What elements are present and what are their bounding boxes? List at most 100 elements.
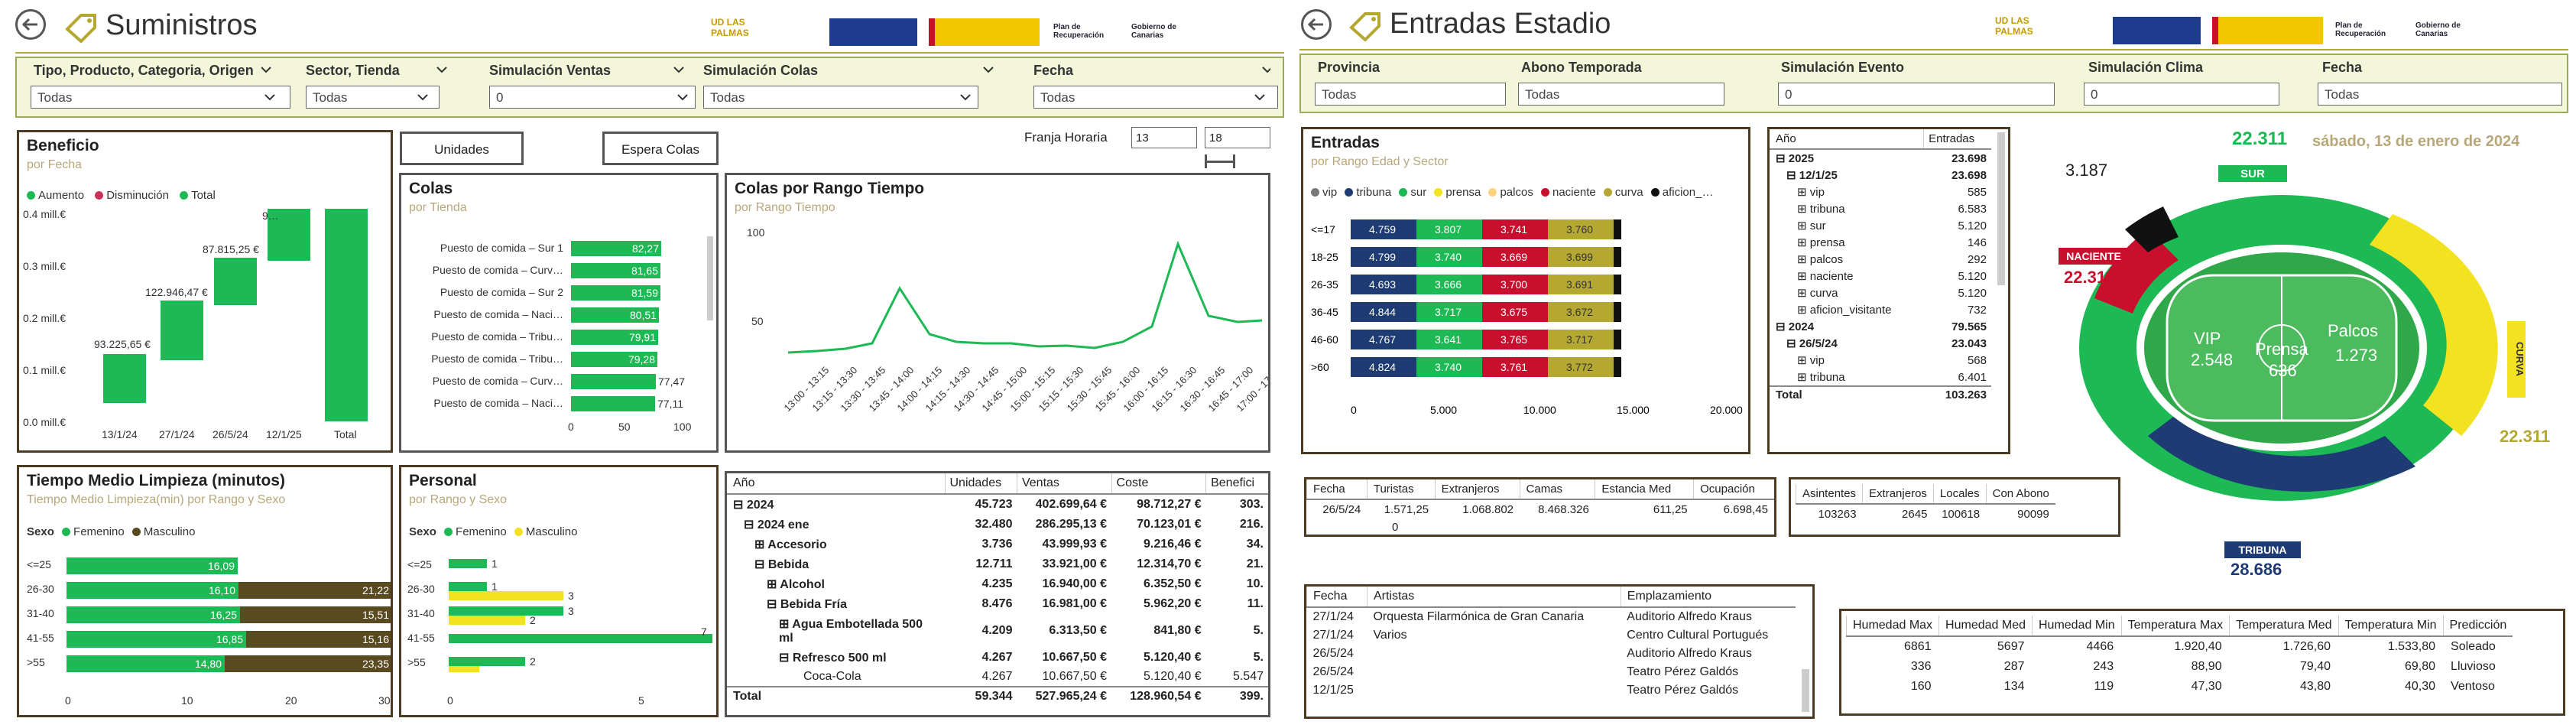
table-row[interactable]: 27/1/24 Orquesta Filarmónica de Gran Cana…: [1307, 607, 1796, 626]
column-header[interactable]: Artistas: [1366, 587, 1621, 607]
tree-row[interactable]: ⊟ 2024 79.565: [1770, 318, 1991, 335]
table-row[interactable]: ⊞ Agua Embotellada 500 ml 4.209 6.313,50 €…: [727, 614, 1268, 648]
filter-select-sim-ventas[interactable]: 0: [489, 86, 696, 109]
espera-colas-button[interactable]: Espera Colas: [602, 132, 719, 165]
tree-row[interactable]: ⊞ aficion_visitante 732: [1770, 301, 1991, 318]
tree-row[interactable]: ⊞ tribuna 6.401: [1770, 369, 1991, 386]
column-header[interactable]: Predicción: [2442, 616, 2513, 636]
sector-tribuna-label[interactable]: TRIBUNA: [2224, 541, 2301, 558]
column-header[interactable]: Año: [733, 476, 755, 489]
column-header[interactable]: Fecha: [1306, 479, 1367, 499]
table-row[interactable]: ⊟ Bebida 12.711 33.921,00 € 12.314,70 € 21.: [727, 554, 1268, 574]
column-header[interactable]: Estancia Med: [1595, 479, 1694, 499]
column-header[interactable]: Temperatura Min: [2338, 616, 2444, 636]
column-header[interactable]: Ventas: [1016, 473, 1112, 494]
tree-row[interactable]: ⊞ sur 5.120: [1770, 217, 1991, 234]
column-header[interactable]: Extranjeros: [1434, 479, 1520, 499]
cell: 23.698: [1951, 168, 1987, 182]
cell: 43.999,93 €: [1042, 538, 1108, 551]
filter-select-product[interactable]: Todas: [31, 86, 290, 109]
table-row[interactable]: ⊞ Alcohol 4.235 16.940,00 € 6.352,50 € 10.: [727, 574, 1268, 594]
category-label: Puesto de comida – Curv…: [433, 264, 563, 276]
table-row[interactable]: ⊟ Refresco 500 ml 4.267 10.667,50 € 5.120,4…: [727, 648, 1268, 668]
arrow-left-icon: [1307, 18, 1323, 31]
filter-select-sim-colas[interactable]: Todas: [703, 86, 978, 109]
filter-select-provincia[interactable]: Todas: [1315, 83, 1506, 106]
column-header[interactable]: Humedad Med: [1938, 616, 2033, 636]
tree-row[interactable]: ⊞ curva 5.120: [1770, 284, 1991, 301]
range-slider[interactable]: [1205, 161, 1235, 163]
filter-select-sim-clima[interactable]: 0: [2084, 83, 2279, 106]
column-header[interactable]: Fecha: [1306, 587, 1367, 607]
scrollbar[interactable]: [1997, 132, 2005, 285]
scrollbar[interactable]: [1802, 669, 1809, 712]
tree-row[interactable]: ⊟ 26/5/24 23.043: [1770, 335, 1991, 352]
data-label: 3.807: [1435, 223, 1462, 236]
cell: 33.921,00 €: [1042, 557, 1108, 570]
scrollbar[interactable]: [707, 236, 713, 320]
table-row[interactable]: ⊟ Bebida Fría 8.476 16.981,00 € 5.962,20 € 1…: [727, 594, 1268, 614]
cell: 6861: [1903, 640, 1932, 653]
filter-select-fecha[interactable]: Todas: [2318, 83, 2562, 106]
sector-curva-label[interactable]: CURVA: [2507, 321, 2526, 398]
franja-from-input[interactable]: 13: [1131, 127, 1197, 148]
filter-label: Fecha: [1033, 63, 1074, 78]
tree-row[interactable]: ⊞ vip 568: [1770, 352, 1991, 369]
slider-handle[interactable]: [1233, 154, 1235, 168]
slider-handle[interactable]: [1205, 154, 1207, 168]
data-label: 3.765: [1501, 333, 1527, 346]
table-row[interactable]: 12/1/25 Teatro Pérez Galdós: [1307, 681, 1796, 700]
cell: 1.571,25: [1384, 503, 1429, 516]
unidades-button[interactable]: Unidades: [400, 132, 524, 165]
tree-row[interactable]: ⊞ vip 585: [1770, 184, 1991, 200]
column-header[interactable]: Temperatura Max: [2120, 616, 2230, 636]
table-row[interactable]: 26/5/24 Auditorio Alfredo Kraus: [1307, 645, 1796, 663]
filter-select-abono[interactable]: Todas: [1518, 83, 1724, 106]
column-header[interactable]: Emplazamiento: [1620, 587, 1796, 607]
row-label: Total: [1776, 388, 1802, 401]
column-header[interactable]: Unidades: [944, 473, 1017, 494]
cell: 3.736: [981, 538, 1013, 551]
sector-naciente-label[interactable]: NACIENTE: [2059, 248, 2129, 265]
filter-select-sector[interactable]: Todas: [306, 86, 440, 109]
tree-row[interactable]: ⊞ tribuna 6.583: [1770, 200, 1991, 217]
filter-select-fecha[interactable]: Todas: [1033, 86, 1278, 109]
x-tick: 50: [618, 421, 631, 433]
table-row[interactable]: 27/1/24 Varios Centro Cultural Portugués: [1307, 626, 1796, 645]
tree-row[interactable]: ⊟ 12/1/25 23.698: [1770, 167, 1991, 184]
data-label: 87.815,25 €: [203, 243, 259, 255]
column-header[interactable]: Turistas: [1366, 479, 1436, 499]
column-header[interactable]: Camas: [1519, 479, 1595, 499]
table-row[interactable]: 26/5/24 Teatro Pérez Galdós: [1307, 663, 1796, 681]
column-header[interactable]: Benefici: [1205, 473, 1268, 494]
data-label: 1: [492, 557, 498, 570]
column-header[interactable]: Asintentes: [1795, 484, 1863, 504]
tree-row[interactable]: ⊞ naciente 5.120: [1770, 268, 1991, 284]
column-header[interactable]: Temperatura Med: [2229, 616, 2338, 636]
franja-to-input[interactable]: 18: [1205, 127, 1270, 148]
sector-sur-label[interactable]: SUR: [2218, 165, 2287, 182]
back-button[interactable]: [1301, 9, 1332, 40]
column-header[interactable]: Humedad Max: [1845, 616, 1939, 636]
column-header[interactable]: Extranjeros: [1862, 484, 1934, 504]
bar: [1482, 302, 1548, 322]
column-header[interactable]: Ocupación: [1693, 479, 1774, 499]
data-label: 81,59: [631, 287, 658, 299]
column-header[interactable]: Con Abono: [1985, 484, 2055, 504]
column-header[interactable]: Entradas: [1923, 129, 1991, 149]
column-header[interactable]: Año: [1776, 132, 1796, 145]
column-header[interactable]: Coste: [1111, 473, 1206, 494]
tree-row[interactable]: ⊟ 2025 23.698: [1770, 149, 1991, 167]
table-row[interactable]: ⊟ 2024 ene 32.480 286.295,13 € 70.123,01 € 2…: [727, 515, 1268, 535]
table-row[interactable]: Coca-Cola 4.267 10.667,50 € 5.120,40 € 5.547: [727, 668, 1268, 687]
column-header[interactable]: Humedad Min: [2032, 616, 2122, 636]
column-header[interactable]: Locales: [1932, 484, 1987, 504]
tree-row[interactable]: ⊞ prensa 146: [1770, 234, 1991, 251]
filter-select-sim-evento[interactable]: 0: [1778, 83, 2055, 106]
tree-row[interactable]: ⊞ palcos 292: [1770, 251, 1991, 268]
back-button[interactable]: [15, 9, 46, 40]
table-row[interactable]: ⊟ 2024 45.723 402.699,64 € 98.712,27 € 303.: [727, 494, 1268, 515]
x-tick: 20.000: [1710, 404, 1743, 416]
bar: [67, 557, 238, 574]
table-row[interactable]: ⊞ Accesorio 3.736 43.999,93 € 9.216,46 € 34.: [727, 535, 1268, 554]
